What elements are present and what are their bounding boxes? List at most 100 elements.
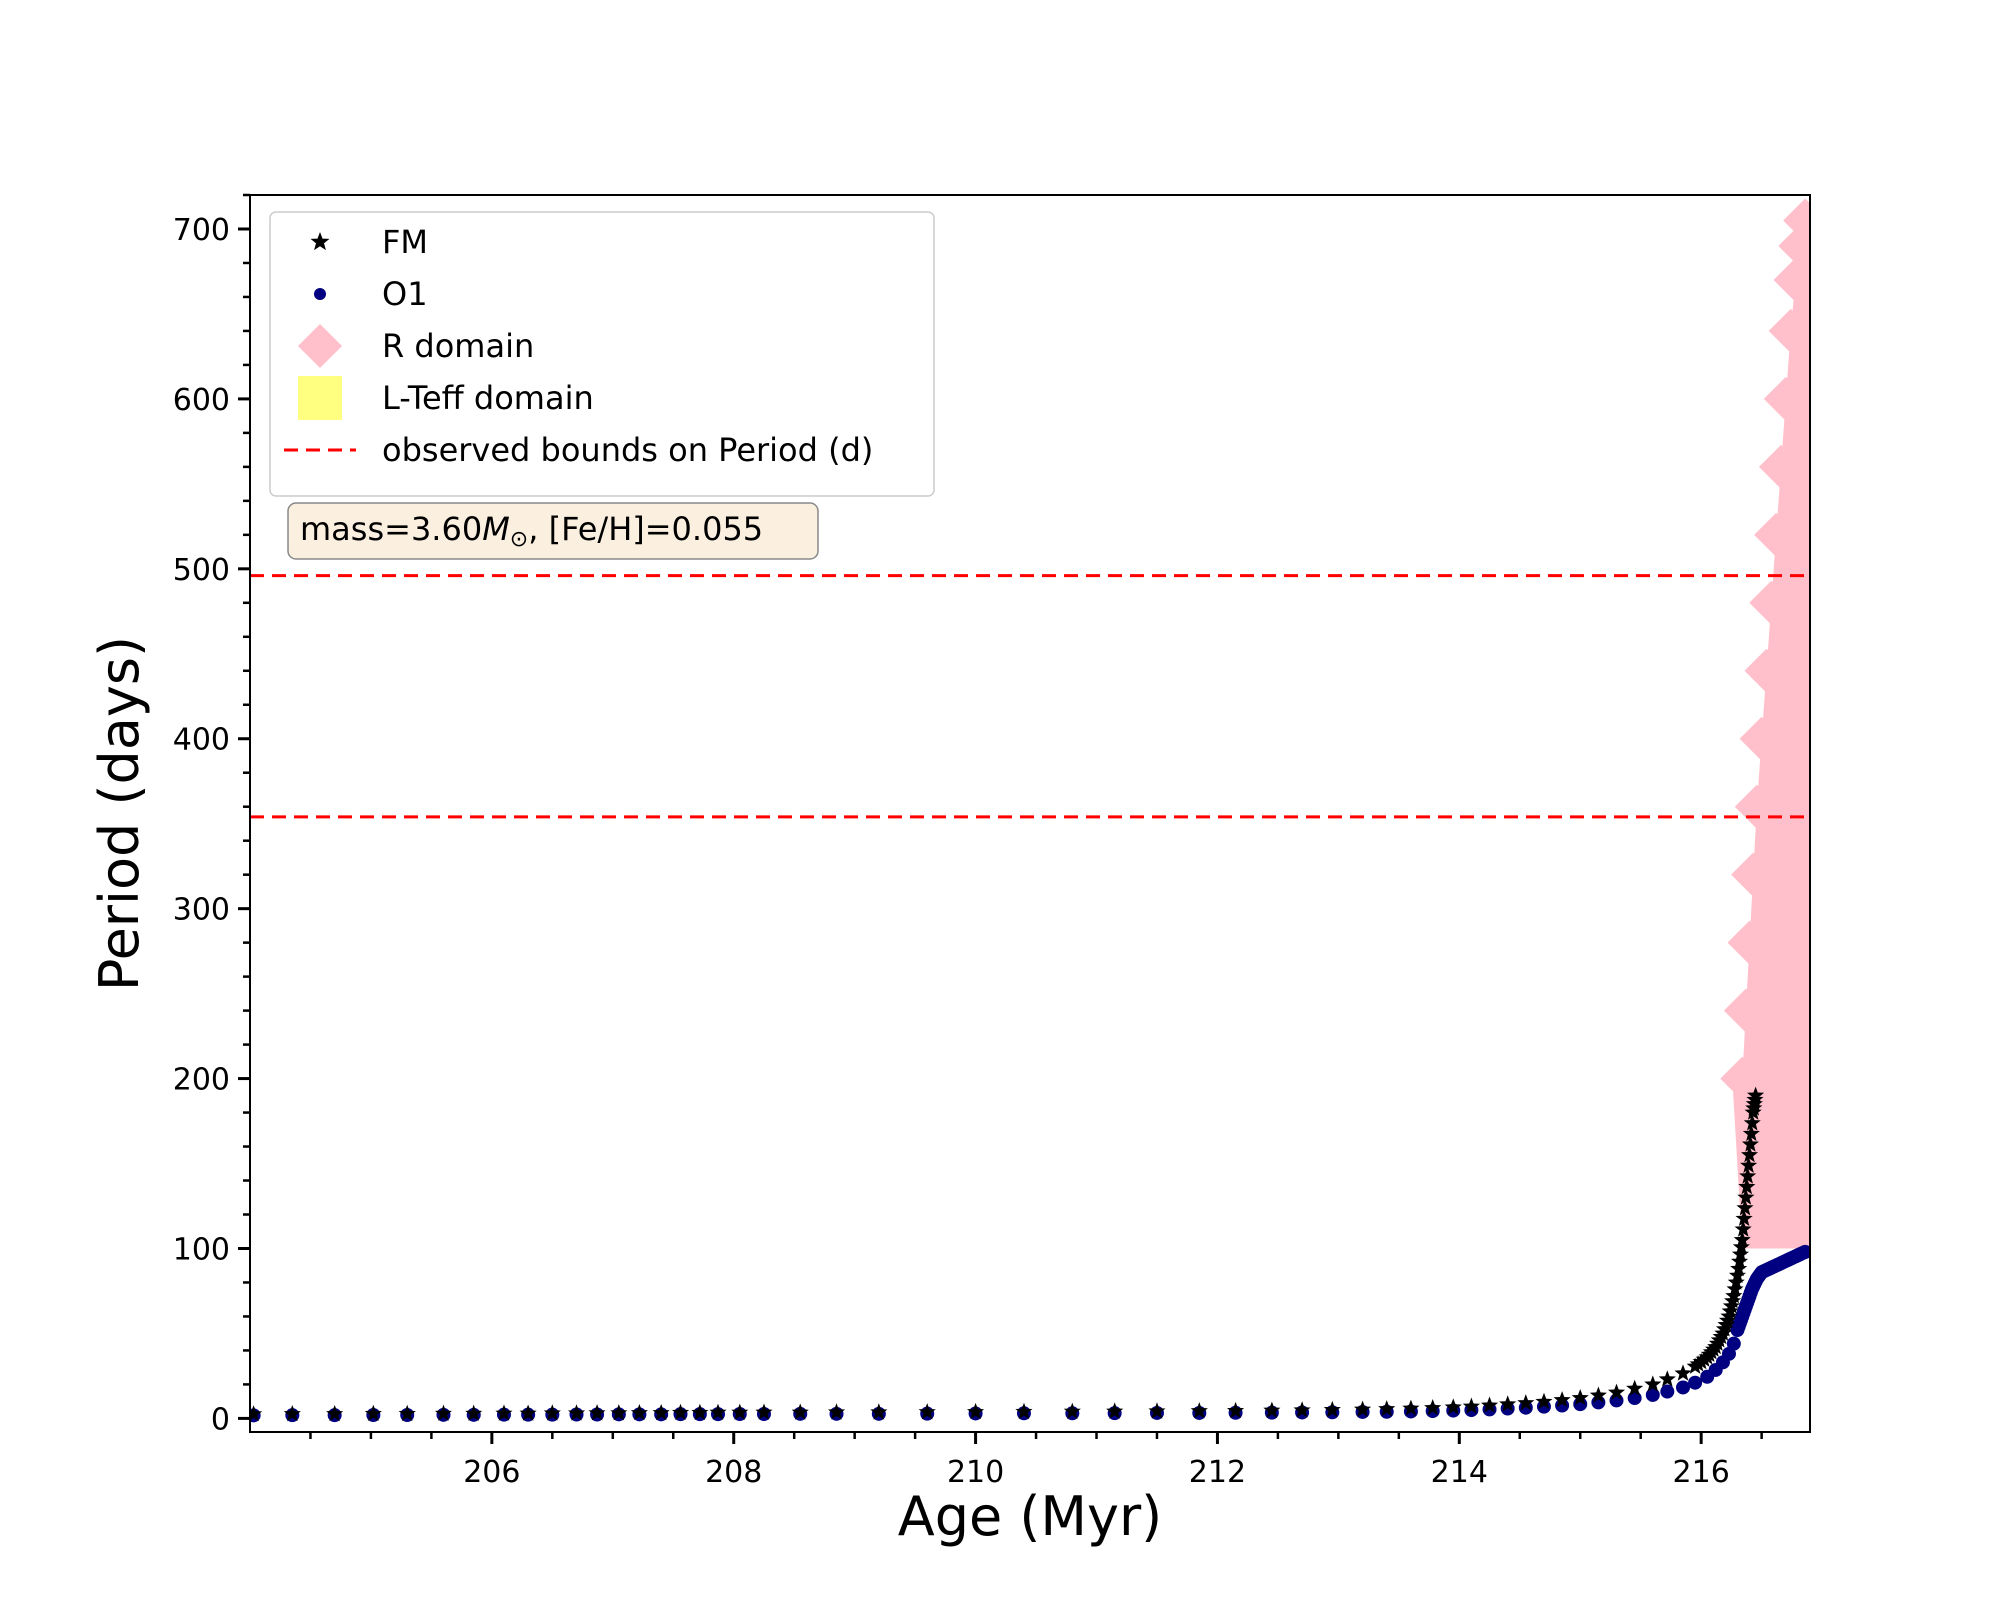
fm-point	[1402, 1399, 1420, 1416]
fm-point	[1733, 1231, 1751, 1248]
fm-point	[1227, 1401, 1245, 1419]
legend-swatch	[298, 324, 342, 368]
fm-point	[364, 1404, 382, 1422]
o1-point	[1660, 1384, 1675, 1399]
fm-point	[652, 1404, 670, 1421]
y-tick-label: 100	[173, 1232, 230, 1267]
plot-area	[250, 198, 1810, 1423]
fm-point	[672, 1403, 690, 1421]
legend: FM O1 R domain L-Teff domain observed bounds…	[269, 211, 935, 497]
fm-point	[1608, 1383, 1626, 1400]
fm-point	[326, 1405, 344, 1422]
legend-swatch	[298, 376, 342, 420]
legend-label: observed bounds on Period (d)	[382, 431, 873, 469]
legend-swatch	[314, 288, 326, 300]
fm-point	[1462, 1397, 1480, 1414]
fm-point	[755, 1403, 773, 1420]
o1-point	[1796, 1245, 1810, 1260]
y-tick-label: 600	[173, 383, 230, 418]
fm-point	[519, 1404, 537, 1421]
fm-point	[1481, 1396, 1499, 1413]
legend-label: L-Teff domain	[382, 379, 594, 417]
o1-point	[1645, 1387, 1660, 1402]
fm-point	[1742, 1124, 1760, 1142]
fm-point	[1746, 1090, 1764, 1108]
fm-point	[543, 1404, 561, 1421]
fm-point	[1263, 1401, 1281, 1418]
annotation-suffix: , [Fe/H]=0.055	[528, 510, 763, 548]
o1-point	[1676, 1380, 1691, 1395]
fm-point	[1444, 1398, 1462, 1415]
x-axis-title: Age (Myr)	[898, 1485, 1163, 1548]
annotation-prefix: mass=3.60	[300, 510, 482, 548]
x-tick-label: 206	[463, 1455, 520, 1490]
fm-point	[465, 1404, 483, 1421]
fm-point	[1730, 1259, 1748, 1277]
fm-point	[1741, 1135, 1759, 1152]
fm-point	[1731, 1245, 1749, 1262]
fm-point	[1589, 1386, 1607, 1403]
plot-frame	[249, 194, 1811, 1433]
fm-point	[1736, 1199, 1754, 1216]
y-axis-title: Period (days)	[88, 636, 151, 991]
fm-point	[1743, 1114, 1761, 1131]
fm-point	[1626, 1379, 1644, 1396]
fm-point	[1535, 1392, 1553, 1409]
fm-point	[1731, 1252, 1749, 1269]
fm-point	[1737, 1188, 1755, 1205]
o1-point	[1627, 1391, 1642, 1406]
fm-point	[1015, 1402, 1033, 1420]
fm-point	[1571, 1389, 1589, 1406]
r-domain-region	[1732, 220, 1810, 1249]
fm-point	[1190, 1402, 1208, 1419]
x-tick-label: 216	[1673, 1455, 1730, 1490]
annotation-symbol: M	[482, 510, 510, 548]
o1-point	[1726, 1336, 1741, 1351]
legend-label: O1	[382, 275, 428, 313]
fm-point	[1739, 1167, 1757, 1184]
annotation-box	[287, 502, 819, 560]
fm-point	[1727, 1273, 1745, 1290]
legend-box	[269, 211, 935, 497]
fm-point	[691, 1403, 709, 1421]
legend-swatch	[310, 232, 330, 251]
y-tick-label: 0	[211, 1402, 230, 1437]
fm-point	[495, 1404, 513, 1421]
y-tick-label: 700	[173, 213, 230, 248]
fm-point	[283, 1405, 301, 1422]
parameter-annotation: mass=3.60M⊙, [Fe/H]=0.055	[287, 502, 819, 560]
fm-point	[1658, 1370, 1676, 1387]
fm-point	[1644, 1375, 1662, 1392]
fm-point	[588, 1404, 606, 1421]
fm-point	[1293, 1401, 1311, 1418]
fm-point	[967, 1402, 985, 1420]
x-tick-label: 208	[705, 1455, 762, 1490]
fm-point	[1728, 1266, 1746, 1283]
fm-point	[870, 1403, 888, 1420]
fm-point	[630, 1404, 648, 1421]
fm-point	[1674, 1364, 1692, 1381]
fm-point	[250, 1405, 263, 1422]
fm-point	[1712, 1327, 1730, 1345]
fm-point	[1738, 1177, 1756, 1195]
fm-point	[1517, 1394, 1535, 1411]
fm-point	[791, 1403, 809, 1420]
fm-point	[1734, 1220, 1752, 1237]
series-fm	[250, 1086, 1765, 1422]
annotation-text: mass=3.60M⊙, [Fe/H]=0.055	[300, 510, 763, 552]
fm-point	[568, 1404, 586, 1421]
fm-point	[828, 1403, 846, 1420]
x-tick-label: 210	[947, 1455, 1004, 1490]
fm-point	[1741, 1146, 1759, 1163]
legend-label: R domain	[382, 327, 534, 365]
fm-point	[1424, 1399, 1442, 1416]
y-tick-label: 400	[173, 723, 230, 758]
fm-point	[610, 1404, 628, 1421]
fm-point	[1354, 1400, 1372, 1417]
fm-point	[1499, 1395, 1517, 1412]
fm-point	[1735, 1209, 1753, 1226]
fm-point	[918, 1403, 936, 1420]
fm-point	[1106, 1402, 1124, 1419]
fm-point	[1378, 1400, 1396, 1417]
annotation-subscript: ⊙	[510, 527, 528, 552]
